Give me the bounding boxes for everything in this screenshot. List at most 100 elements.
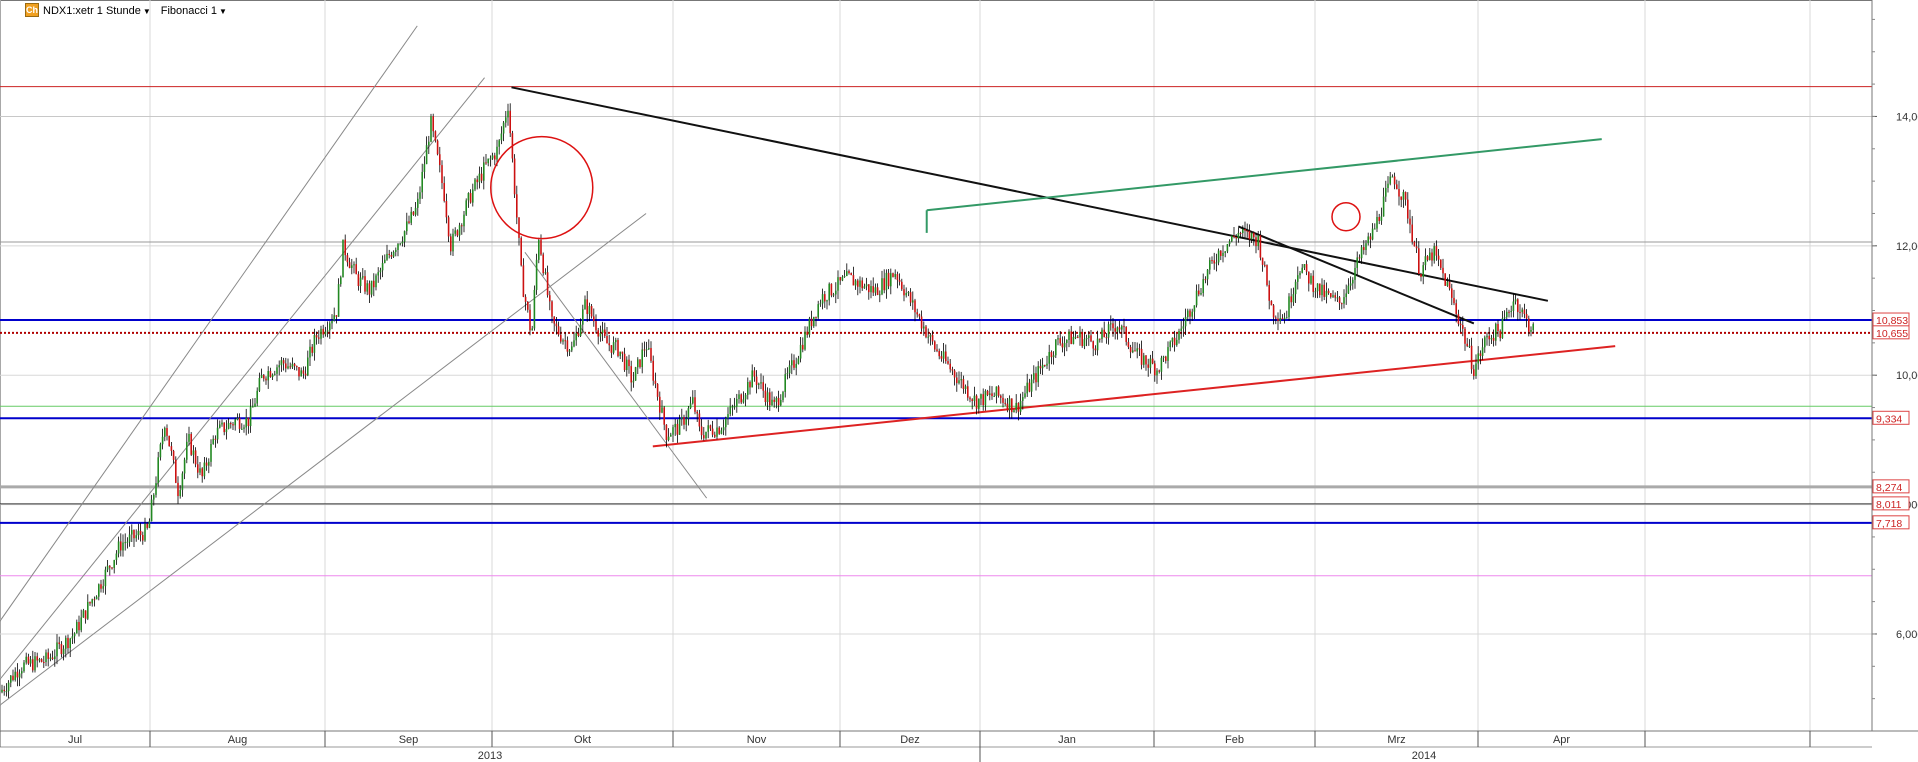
candle-body bbox=[1341, 303, 1343, 305]
candle-body bbox=[1422, 265, 1424, 277]
candle-body bbox=[1420, 274, 1422, 277]
candle-body bbox=[98, 584, 100, 597]
candle-body bbox=[978, 398, 980, 409]
candle-body bbox=[1101, 329, 1103, 340]
indicator-dropdown[interactable]: Fibonacci 1 ▼ bbox=[161, 5, 227, 17]
indicator-label: Fibonacci 1 bbox=[160, 5, 218, 17]
chart-app-icon[interactable]: Ch bbox=[25, 3, 39, 17]
candle-body bbox=[137, 530, 140, 536]
candle-body bbox=[1272, 305, 1275, 318]
candle-body bbox=[1002, 397, 1004, 403]
candle-body bbox=[1367, 236, 1369, 244]
candle-body bbox=[192, 450, 195, 455]
candle-body bbox=[419, 192, 421, 199]
level-label: 7,718 bbox=[1876, 518, 1902, 530]
candle-body bbox=[133, 530, 135, 539]
candle-body bbox=[7, 682, 10, 692]
candle-body bbox=[1160, 357, 1163, 372]
candle-body bbox=[808, 318, 811, 335]
candle-body bbox=[1019, 400, 1022, 412]
candle-body bbox=[252, 406, 254, 408]
candle-body bbox=[846, 271, 848, 277]
candle-body bbox=[463, 214, 465, 227]
candle-body bbox=[188, 434, 190, 442]
candle-body bbox=[230, 423, 232, 425]
candle-body bbox=[1121, 326, 1123, 330]
candle-body bbox=[1448, 281, 1451, 289]
candle-body bbox=[1037, 366, 1039, 383]
candle-body bbox=[236, 417, 239, 420]
candle-body bbox=[1330, 293, 1332, 297]
candle-body bbox=[729, 406, 731, 415]
candle-body bbox=[894, 274, 896, 277]
candle-body bbox=[727, 414, 729, 419]
candle-body bbox=[1354, 267, 1356, 280]
candle-body bbox=[916, 312, 918, 315]
candle-body bbox=[815, 316, 817, 318]
candle-body bbox=[1248, 230, 1251, 240]
candle-body bbox=[837, 277, 839, 291]
candle-body bbox=[91, 599, 93, 604]
candle-body bbox=[23, 662, 25, 672]
candle-body bbox=[1033, 373, 1035, 380]
candle-body bbox=[476, 179, 478, 183]
candle-body bbox=[634, 367, 637, 381]
candle-body bbox=[340, 277, 342, 285]
candle-body bbox=[868, 284, 870, 293]
candle-body bbox=[210, 444, 212, 462]
candle-body bbox=[397, 243, 399, 251]
candle-body bbox=[1499, 331, 1501, 339]
candle-body bbox=[304, 373, 307, 376]
candle-body bbox=[810, 318, 813, 327]
candle-body bbox=[641, 349, 643, 368]
candle-body bbox=[1204, 279, 1207, 281]
candle-body bbox=[1134, 350, 1136, 352]
candle-body bbox=[562, 340, 564, 342]
candle-body bbox=[1195, 290, 1198, 306]
candle-body bbox=[608, 343, 610, 346]
candle-body bbox=[1279, 318, 1281, 322]
candle-body bbox=[1151, 358, 1154, 364]
candle-body bbox=[874, 287, 877, 293]
candle-body bbox=[203, 462, 206, 477]
candle-body bbox=[353, 264, 355, 266]
candle-body bbox=[450, 236, 452, 252]
candle-body bbox=[27, 656, 30, 664]
candle-body bbox=[832, 294, 835, 296]
candle-body bbox=[1017, 402, 1020, 412]
candle-body bbox=[109, 565, 111, 568]
candle-body bbox=[984, 390, 987, 406]
candle-body bbox=[1015, 402, 1017, 411]
candle-body bbox=[1334, 295, 1336, 298]
candle-body bbox=[1343, 297, 1345, 304]
candle-body bbox=[1127, 341, 1130, 348]
candle-body bbox=[1481, 347, 1484, 356]
candle-body bbox=[1178, 331, 1180, 340]
candle-body bbox=[799, 344, 802, 359]
candle-body bbox=[551, 301, 553, 317]
candle-body bbox=[315, 335, 318, 338]
candle-body bbox=[619, 351, 621, 356]
candle-body bbox=[1244, 228, 1246, 231]
candle-body bbox=[406, 221, 408, 232]
candle-body bbox=[271, 374, 274, 378]
candle-body bbox=[652, 360, 654, 381]
candle-body bbox=[1118, 327, 1121, 330]
candle-body bbox=[247, 417, 250, 427]
symbol-dropdown[interactable]: NDX1:xetr 1 Stunde ▼ bbox=[43, 5, 151, 17]
candle-body bbox=[1486, 335, 1488, 338]
candle-body bbox=[927, 336, 929, 338]
candle-body bbox=[280, 360, 283, 366]
candle-body bbox=[1442, 267, 1444, 274]
candle-body bbox=[432, 116, 434, 132]
candle-body bbox=[674, 423, 676, 428]
trend-lines bbox=[0, 25, 1616, 706]
candle-body bbox=[1, 689, 3, 693]
candle-body bbox=[766, 392, 769, 402]
candle-body bbox=[186, 441, 188, 460]
candle-body bbox=[769, 392, 771, 406]
candle-body bbox=[300, 370, 302, 377]
candle-body bbox=[278, 365, 280, 368]
candle-body bbox=[797, 358, 800, 364]
